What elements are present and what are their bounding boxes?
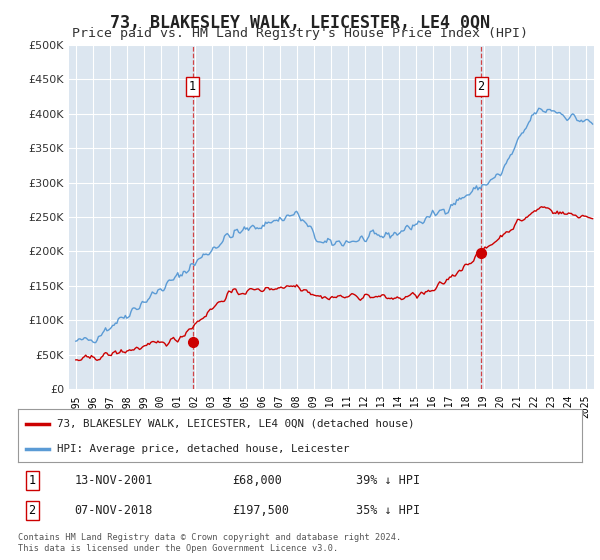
Text: 35% ↓ HPI: 35% ↓ HPI	[356, 504, 421, 517]
Text: £68,000: £68,000	[232, 474, 282, 487]
Text: Price paid vs. HM Land Registry's House Price Index (HPI): Price paid vs. HM Land Registry's House …	[72, 27, 528, 40]
Text: £197,500: £197,500	[232, 504, 289, 517]
Text: HPI: Average price, detached house, Leicester: HPI: Average price, detached house, Leic…	[58, 444, 350, 454]
Text: 2: 2	[29, 504, 35, 517]
Text: 39% ↓ HPI: 39% ↓ HPI	[356, 474, 421, 487]
Text: 07-NOV-2018: 07-NOV-2018	[74, 504, 153, 517]
Text: This data is licensed under the Open Government Licence v3.0.: This data is licensed under the Open Gov…	[18, 544, 338, 553]
Text: 1: 1	[29, 474, 35, 487]
Text: 1: 1	[189, 80, 196, 92]
Text: 73, BLAKESLEY WALK, LEICESTER, LE4 0QN (detached house): 73, BLAKESLEY WALK, LEICESTER, LE4 0QN (…	[58, 419, 415, 429]
Text: Contains HM Land Registry data © Crown copyright and database right 2024.: Contains HM Land Registry data © Crown c…	[18, 533, 401, 542]
Text: 73, BLAKESLEY WALK, LEICESTER, LE4 0QN: 73, BLAKESLEY WALK, LEICESTER, LE4 0QN	[110, 14, 490, 32]
Text: 2: 2	[478, 80, 485, 92]
Text: 13-NOV-2001: 13-NOV-2001	[74, 474, 153, 487]
